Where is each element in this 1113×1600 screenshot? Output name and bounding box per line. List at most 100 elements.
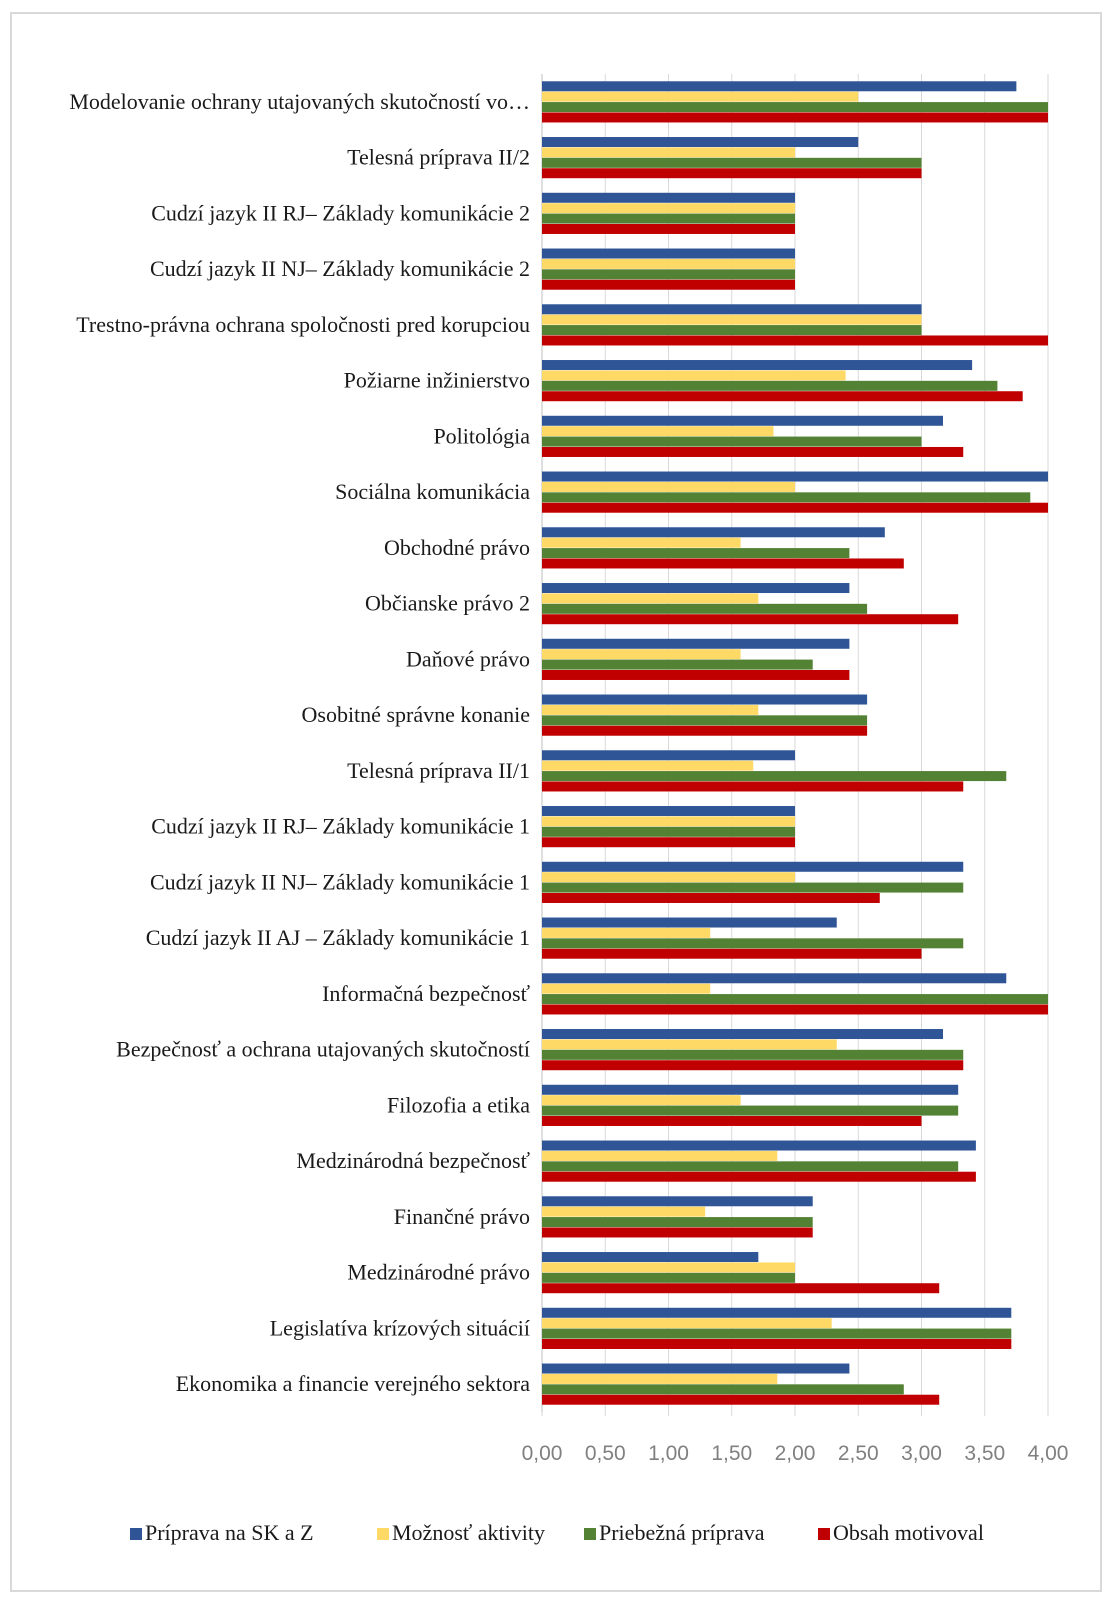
- bar: [542, 750, 795, 761]
- x-tick-label: 3,50: [964, 1442, 1005, 1465]
- bar: [542, 279, 795, 290]
- bar: [542, 760, 754, 771]
- bar: [542, 1029, 944, 1040]
- bar: [542, 973, 1007, 984]
- bar: [542, 1161, 959, 1172]
- bar: [542, 112, 1048, 123]
- bar: [542, 192, 795, 203]
- legend-label: Obsah motivoval: [833, 1520, 984, 1545]
- bar: [542, 1252, 759, 1263]
- bar: [542, 203, 795, 214]
- category-label: Modelovanie ochrany utajovaných skutočno…: [69, 89, 530, 114]
- category-label: Bezpečnosť a ochrana utajovaných skutočn…: [116, 1037, 530, 1062]
- bar: [542, 1394, 940, 1405]
- category-label: Obchodné právo: [384, 535, 530, 560]
- bar: [542, 147, 795, 158]
- x-tick-label: 1,50: [711, 1442, 752, 1465]
- legend-label: Možnosť aktivity: [392, 1520, 545, 1545]
- category-label: Finančné právo: [394, 1204, 530, 1229]
- bar: [542, 1049, 964, 1060]
- legend-item: Obsah motivoval: [818, 1520, 984, 1545]
- category-label: Daňové právo: [406, 646, 530, 671]
- category-label: Občianske právo 2: [365, 591, 530, 616]
- bar: [542, 1150, 778, 1161]
- bar: [542, 1140, 976, 1151]
- bar: [542, 1217, 813, 1228]
- bar: [542, 1363, 850, 1374]
- bar: [542, 638, 850, 649]
- bar: [542, 1115, 922, 1126]
- bar: [542, 603, 868, 614]
- bar: [542, 1206, 706, 1217]
- category-label: Cudzí jazyk II AJ – Základy komunikácie …: [146, 925, 530, 950]
- bar: [542, 1373, 778, 1384]
- legend-label: Priebežná príprava: [599, 1520, 765, 1545]
- bar: [542, 1283, 940, 1294]
- bar: [542, 335, 1048, 346]
- bar: [542, 314, 922, 325]
- legend-swatch: [377, 1528, 389, 1540]
- x-tick-label: 0,00: [522, 1442, 563, 1465]
- bar: [542, 446, 964, 457]
- bar: [542, 1272, 795, 1283]
- bar: [542, 725, 868, 736]
- category-label: Cudzí jazyk II RJ– Základy komunikácie 2: [151, 200, 530, 225]
- bar: [542, 694, 868, 705]
- bar: [542, 304, 922, 315]
- bar: [542, 548, 850, 559]
- x-axis-ticks: 0,00 0,50 1,00 1,50 2,00 2,50 3,00 3,50 4,00: [522, 1442, 1069, 1465]
- bar: [542, 436, 922, 447]
- x-tick-label: 1,00: [648, 1442, 689, 1465]
- bar: [542, 837, 795, 848]
- bar: [542, 771, 1007, 782]
- chart-frame: Modelovanie ochrany utajovaných skutočno…: [10, 12, 1102, 1592]
- category-label: Ekonomika a financie verejného sektora: [176, 1371, 531, 1396]
- legend-label: Príprava na SK a Z: [145, 1520, 314, 1545]
- bar: [542, 659, 813, 670]
- bar: [542, 502, 1048, 513]
- bar: [542, 558, 904, 569]
- bar: [542, 892, 880, 903]
- bar: [542, 168, 922, 179]
- legend: Príprava na SK a Z Možnosť aktivity Priebe…: [130, 1520, 984, 1545]
- bar: [542, 593, 759, 604]
- bar: [542, 1105, 959, 1116]
- bar: [542, 1084, 959, 1095]
- bar: [542, 917, 837, 928]
- bar: [542, 91, 859, 102]
- category-label: Informačná bezpečnosť: [322, 981, 531, 1006]
- bar: [542, 882, 964, 893]
- category-label: Politológia: [433, 423, 530, 448]
- category-label: Cudzí jazyk II RJ– Základy komunikácie 1: [151, 814, 530, 839]
- x-tick-label: 0,50: [585, 1442, 626, 1465]
- bar: [542, 1196, 813, 1207]
- category-label: Osobitné správne konanie: [302, 702, 531, 727]
- bar: [542, 649, 741, 660]
- bar: [542, 370, 846, 381]
- gridlines: [541, 74, 1049, 1416]
- bar: [542, 269, 795, 280]
- legend-item: Príprava na SK a Z: [130, 1520, 314, 1545]
- bar: [542, 360, 973, 371]
- bar: [542, 983, 711, 994]
- category-label: Trestno-právna ochrana spoločnosti pred …: [76, 312, 530, 337]
- bar: [542, 391, 1023, 402]
- bar: [542, 102, 1048, 113]
- bar: [542, 380, 998, 391]
- bar: [542, 213, 795, 224]
- category-label: Telesná príprava II/2: [347, 145, 530, 170]
- bar: [542, 669, 850, 680]
- bar: [542, 426, 774, 437]
- bar: [542, 781, 964, 792]
- bar: [542, 1060, 964, 1071]
- x-tick-label: 2,50: [838, 1442, 879, 1465]
- bar: [542, 1171, 976, 1182]
- bar: [542, 1338, 1012, 1349]
- bar: [542, 938, 964, 949]
- bar: [542, 927, 711, 938]
- bar: [542, 1328, 1012, 1339]
- category-label: Sociálna komunikácia: [335, 479, 530, 504]
- category-label: Filozofia a etika: [387, 1092, 530, 1117]
- bar: [542, 704, 759, 715]
- bar: [542, 826, 795, 837]
